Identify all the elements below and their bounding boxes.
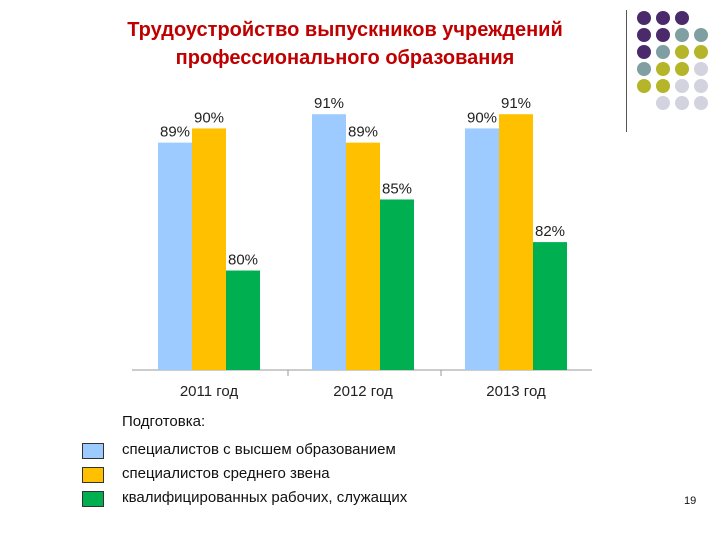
data-label-higher-2012: 91%	[314, 95, 344, 112]
decorative-dot	[656, 45, 670, 59]
decorative-dot	[656, 96, 670, 110]
legend-label-workers: квалифицированных рабочих, служащих	[122, 489, 408, 506]
decorative-dot	[694, 96, 708, 110]
decorative-dot	[656, 11, 670, 25]
slide-title-line-1: Трудоустройство выпускников учреждений	[127, 19, 563, 41]
decorative-dot	[656, 28, 670, 42]
legend-swatch-middle	[82, 467, 104, 483]
decorative-dot	[694, 62, 708, 76]
decorative-dot	[637, 62, 651, 76]
bar-middle-2012	[346, 142, 380, 370]
decorative-dot	[675, 96, 689, 110]
x-tick-label-2012: 2012 год	[333, 383, 393, 400]
decorative-dot-grid	[637, 11, 708, 110]
decorative-dot	[656, 79, 670, 93]
decorative-dot	[675, 28, 689, 42]
data-label-workers-2011: 80%	[228, 252, 258, 269]
decorative-dot	[694, 45, 708, 59]
decorative-divider	[626, 10, 627, 132]
decorative-dot	[694, 28, 708, 42]
decorative-dot	[637, 79, 651, 93]
bar-higher-2013	[465, 128, 499, 370]
data-label-workers-2012: 85%	[382, 180, 412, 197]
legend-title: Подготовка:	[122, 413, 206, 430]
decorative-dot	[656, 62, 670, 76]
bar-middle-2013	[499, 114, 533, 370]
data-label-workers-2013: 82%	[535, 223, 565, 240]
data-label-middle-2011: 90%	[194, 109, 224, 126]
decorative-dot	[675, 11, 689, 25]
data-label-higher-2011: 89%	[160, 124, 190, 141]
bar-workers-2011	[226, 270, 260, 370]
data-label-middle-2012: 89%	[348, 124, 378, 141]
legend-swatch-workers	[82, 491, 104, 507]
slide-title-line-2: профессионального образования	[175, 47, 515, 69]
legend-swatch-higher	[82, 443, 104, 459]
x-tick-label-2013: 2013 год	[486, 383, 546, 400]
decorative-dot	[675, 79, 689, 93]
bar-higher-2011	[158, 142, 192, 370]
legend-label-higher: специалистов с высшем образованием	[122, 441, 396, 458]
page-number: 19	[684, 495, 697, 507]
slide-title: Трудоустройство выпускников учреждений п…	[70, 16, 620, 72]
bar-middle-2011	[192, 128, 226, 370]
decorative-dot	[675, 45, 689, 59]
bar-higher-2012	[312, 114, 346, 370]
decorative-dot	[675, 62, 689, 76]
decorative-dot	[637, 45, 651, 59]
bar-workers-2013	[533, 242, 567, 370]
decorative-dot	[694, 79, 708, 93]
legend-label-middle: специалистов среднего звена	[122, 465, 330, 482]
decorative-dot	[637, 28, 651, 42]
data-label-middle-2013: 91%	[501, 95, 531, 112]
x-tick-label-2011: 2011 год	[180, 383, 239, 400]
decorative-dot	[637, 11, 651, 25]
bar-workers-2012	[380, 199, 414, 370]
data-label-higher-2013: 90%	[467, 109, 497, 126]
